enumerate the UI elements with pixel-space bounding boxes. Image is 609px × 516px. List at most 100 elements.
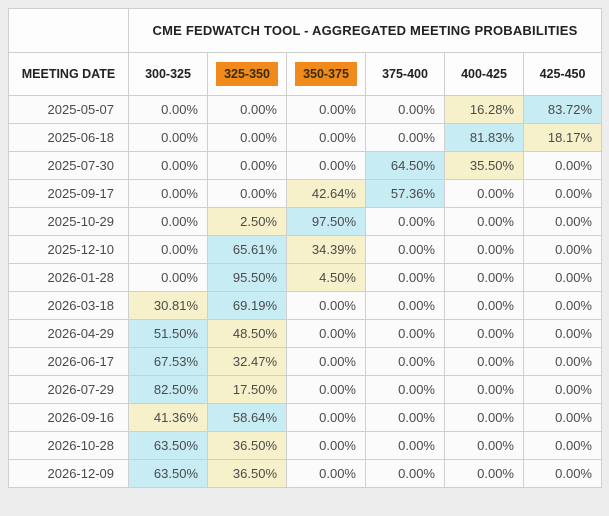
probability-cell: 0.00% [444,375,524,404]
column-header-row: MEETING DATE 300-325 325-350 350-375 375-40… [8,52,602,96]
probability-cell: 0.00% [365,431,445,460]
meeting-date-cell: 2025-07-30 [8,151,129,180]
probability-cell: 0.00% [444,263,524,292]
probability-cell: 0.00% [128,179,208,208]
probability-cell: 0.00% [365,459,445,488]
probability-cell: 0.00% [444,291,524,320]
probability-cell: 58.64% [207,403,287,432]
table-title: CME FEDWATCH TOOL - AGGREGATED MEETING P… [128,8,602,53]
probability-cell: 0.00% [523,403,602,432]
probability-cell: 0.00% [365,291,445,320]
probability-cell: 0.00% [523,459,602,488]
probability-cell: 0.00% [444,431,524,460]
probability-cell: 0.00% [365,319,445,348]
probability-cell: 0.00% [286,291,366,320]
probability-cell: 34.39% [286,235,366,264]
meeting-date-cell: 2025-06-18 [8,123,129,152]
rate-column-header: 400-425 [444,52,524,96]
probability-cell: 0.00% [128,123,208,152]
meeting-date-cell: 2026-03-18 [8,291,129,320]
probability-cell: 41.36% [128,403,208,432]
meeting-date-cell: 2025-12-10 [8,235,129,264]
probability-cell: 4.50% [286,263,366,292]
probability-cell: 0.00% [286,123,366,152]
probability-cell: 0.00% [523,179,602,208]
probability-cell: 0.00% [207,151,287,180]
probability-cell: 18.17% [523,123,602,152]
meeting-date-cell: 2026-10-28 [8,431,129,460]
probability-cell: 0.00% [286,347,366,376]
probability-cell: 0.00% [286,95,366,124]
probability-cell: 0.00% [523,319,602,348]
probability-cell: 0.00% [523,263,602,292]
probability-cell: 82.50% [128,375,208,404]
meeting-date-header: MEETING DATE [8,52,129,96]
probability-cell: 0.00% [128,263,208,292]
probability-cell: 0.00% [128,95,208,124]
probability-cell: 0.00% [365,235,445,264]
probability-cell: 67.53% [128,347,208,376]
probability-cell: 0.00% [365,403,445,432]
probability-cell: 0.00% [444,347,524,376]
probability-cell: 48.50% [207,319,287,348]
probability-cell: 63.50% [128,459,208,488]
probability-cell: 0.00% [207,179,287,208]
table-row: 2026-07-29 82.50% 17.50% 0.00% 0.00% 0.00% 0.0… [8,375,602,404]
highlighted-rate-label: 350-375 [295,62,357,86]
probability-cell: 0.00% [523,291,602,320]
probability-cell: 0.00% [286,431,366,460]
highlighted-rate-label: 325-350 [216,62,278,86]
meeting-date-cell: 2025-09-17 [8,179,129,208]
table-row: 2025-09-17 0.00% 0.00% 42.64% 57.36% 0.00% 0.0… [8,179,602,208]
probability-cell: 0.00% [523,375,602,404]
probability-cell: 0.00% [365,375,445,404]
probability-cell: 0.00% [523,235,602,264]
probability-cell: 64.50% [365,151,445,180]
fedwatch-page: CME FEDWATCH TOOL - AGGREGATED MEETING P… [8,8,602,488]
probability-cell: 0.00% [128,207,208,236]
table-row: 2026-06-17 67.53% 32.47% 0.00% 0.00% 0.00% 0.0… [8,347,602,376]
probability-cell: 81.83% [444,123,524,152]
probability-cell: 0.00% [444,403,524,432]
meeting-date-cell: 2026-09-16 [8,403,129,432]
probability-cell: 0.00% [365,123,445,152]
probability-cell: 69.19% [207,291,287,320]
probability-cell: 0.00% [286,151,366,180]
probability-cell: 0.00% [444,319,524,348]
probability-cell: 0.00% [444,207,524,236]
probability-cell: 30.81% [128,291,208,320]
rate-column-header: 375-400 [365,52,445,96]
table-row: 2026-10-28 63.50% 36.50% 0.00% 0.00% 0.00% 0.0… [8,431,602,460]
probability-cell: 63.50% [128,431,208,460]
table-row: 2026-03-18 30.81% 69.19% 0.00% 0.00% 0.00% 0.0… [8,291,602,320]
probability-cell: 95.50% [207,263,287,292]
probability-cell: 16.28% [444,95,524,124]
meeting-date-cell: 2026-04-29 [8,319,129,348]
probability-cell: 0.00% [444,179,524,208]
probability-cell: 0.00% [286,459,366,488]
probability-cell: 65.61% [207,235,287,264]
probability-cell: 0.00% [286,375,366,404]
probability-cell: 0.00% [207,95,287,124]
probability-cell: 97.50% [286,207,366,236]
probability-cell: 0.00% [286,319,366,348]
table-row: 2026-12-09 63.50% 36.50% 0.00% 0.00% 0.00% 0.0… [8,459,602,488]
probability-cell: 36.50% [207,459,287,488]
table-row: 2026-01-28 0.00% 95.50% 4.50% 0.00% 0.00% 0.00… [8,263,602,292]
probability-cell: 0.00% [444,235,524,264]
probability-cell: 36.50% [207,431,287,460]
probability-cell: 2.50% [207,207,287,236]
table-row: 2025-06-18 0.00% 0.00% 0.00% 0.00% 81.83% 18.1… [8,123,602,152]
rate-column-header: 425-450 [523,52,602,96]
probability-cell: 0.00% [286,403,366,432]
probability-cell: 0.00% [128,235,208,264]
probability-cell: 0.00% [365,263,445,292]
meeting-date-cell: 2026-12-09 [8,459,129,488]
meeting-date-cell: 2026-07-29 [8,375,129,404]
fedwatch-probabilities-table: CME FEDWATCH TOOL - AGGREGATED MEETING P… [8,8,602,488]
probability-cell: 57.36% [365,179,445,208]
probability-cell: 0.00% [523,207,602,236]
meeting-date-cell: 2026-01-28 [8,263,129,292]
probability-cell: 0.00% [444,459,524,488]
table-row: 2025-12-10 0.00% 65.61% 34.39% 0.00% 0.00% 0.0… [8,235,602,264]
